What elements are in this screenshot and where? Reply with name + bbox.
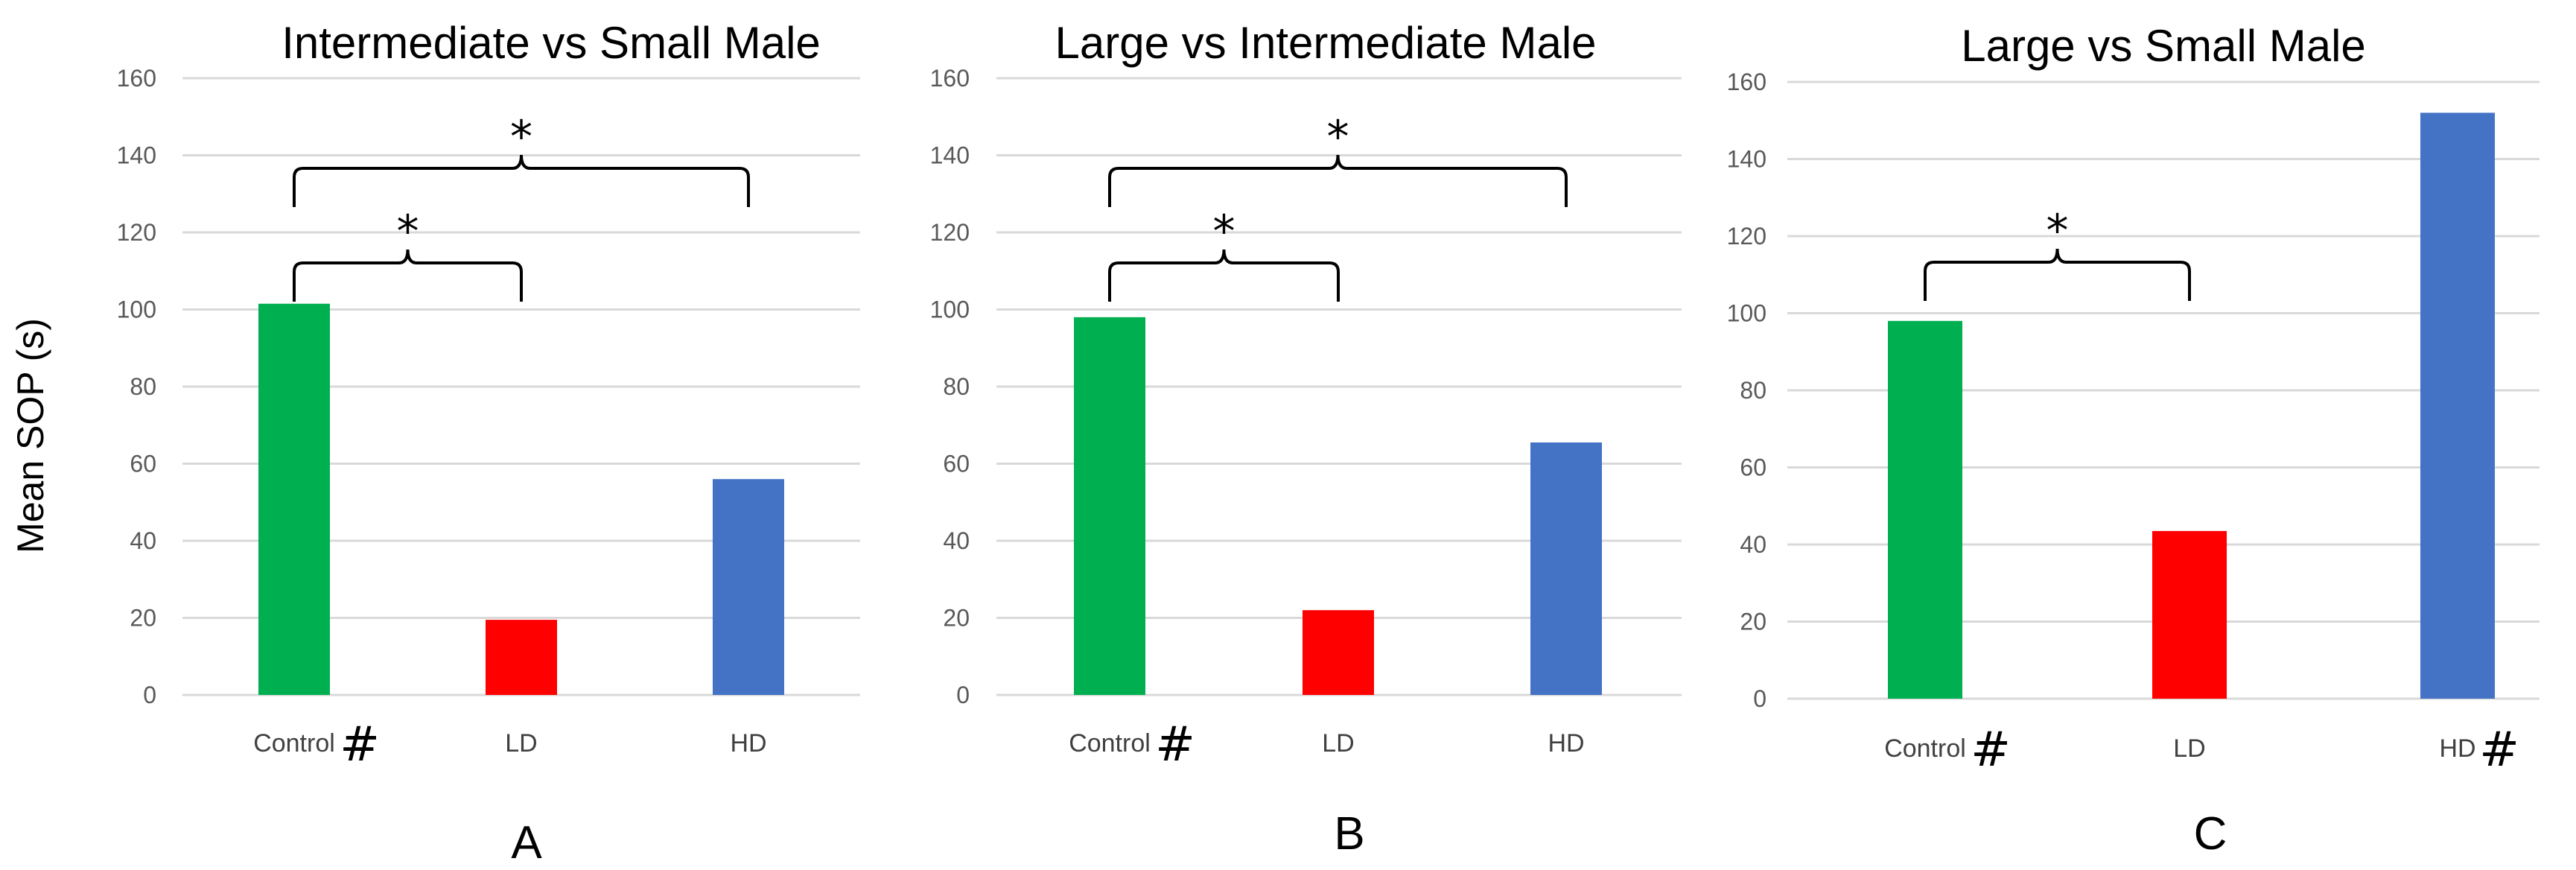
bar-hd — [1530, 442, 1602, 695]
y-tick-label: 100 — [117, 296, 156, 323]
x-tick-label-ld: LD — [505, 729, 537, 758]
y-tick-label: 120 — [1727, 223, 1766, 250]
y-tick-label: 0 — [956, 682, 970, 708]
y-tick-label: 120 — [930, 219, 970, 246]
significance-bracket — [1108, 154, 1568, 207]
y-tick-label: 40 — [943, 527, 970, 554]
significance-bracket — [1924, 248, 2191, 301]
y-tick-label: 20 — [1740, 609, 1766, 635]
y-tick-label: 100 — [930, 296, 970, 323]
significance-star: * — [2047, 205, 2069, 257]
chart-panel-a: 0 20 40 60 80 100 120 140 160 Control # LD HD Interme… — [117, 18, 860, 869]
significance-star: * — [510, 111, 532, 163]
chart-title: Large vs Small Male — [1961, 21, 2366, 71]
bar-ld — [2152, 530, 2227, 699]
x-tick-label-control: Control — [1069, 729, 1151, 758]
category-marker-hash: # — [1971, 723, 2011, 778]
y-tick-label: 40 — [1740, 531, 1766, 558]
bar-hd — [713, 479, 784, 695]
chart-panel-b: 0 20 40 60 80 100 120 140 160 Control # LD HD Large v… — [930, 18, 1682, 860]
x-tick-label-ld: LD — [1322, 729, 1354, 758]
y-tick-label: 140 — [1727, 146, 1766, 173]
y-tick-label: 80 — [943, 373, 970, 400]
y-tick-label: 60 — [1740, 454, 1766, 481]
x-tick-label-ld: LD — [2173, 734, 2205, 763]
y-tick-label: 160 — [117, 65, 156, 92]
significance-bracket — [293, 154, 750, 207]
bar-ld — [1303, 610, 1374, 695]
category-marker-hash: # — [340, 717, 380, 772]
y-tick-label: 0 — [1753, 685, 1766, 712]
category-marker-hash: # — [1155, 717, 1195, 772]
x-tick-label-hd: HD — [1548, 729, 1584, 758]
y-axis-label: Mean SOP (s) — [10, 318, 51, 553]
y-tick-label: 140 — [117, 142, 156, 169]
y-tick-label: 80 — [130, 373, 156, 400]
significance-bracket — [293, 249, 523, 302]
significance-star: * — [1327, 111, 1349, 163]
bar-control — [1888, 320, 1962, 699]
y-tick-label: 60 — [943, 451, 970, 477]
x-tick-label-hd: HD — [730, 729, 766, 758]
x-tick-label-control: Control — [253, 729, 335, 758]
bar-control — [258, 303, 330, 695]
significance-bracket — [1108, 249, 1340, 302]
y-tick-label: 120 — [117, 219, 156, 246]
chart-title: Intermediate vs Small Male — [282, 18, 821, 68]
y-tick-label: 100 — [1727, 300, 1766, 327]
y-tick-label: 20 — [943, 605, 970, 632]
x-tick-label-hd: HD — [2439, 734, 2475, 763]
y-tick-label: 140 — [930, 142, 970, 169]
panel-letter: C — [2194, 808, 2227, 860]
bar-ld — [486, 620, 557, 695]
y-tick-label: 40 — [130, 527, 156, 554]
y-tick-label: 80 — [1740, 377, 1766, 404]
y-tick-label: 160 — [1727, 69, 1766, 95]
chart-title: Large vs Intermediate Male — [1055, 18, 1596, 68]
bar-hd — [2420, 112, 2495, 699]
y-tick-label: 60 — [130, 451, 156, 477]
y-tick-label: 160 — [930, 65, 970, 92]
y-tick-label: 20 — [130, 605, 156, 632]
panel-letter: B — [1334, 808, 1364, 860]
panel-letter: A — [511, 817, 542, 869]
category-marker-hash: # — [2479, 723, 2519, 778]
x-tick-label-control: Control — [1884, 734, 1966, 763]
significance-star: * — [1213, 206, 1235, 258]
significance-star: * — [397, 206, 419, 258]
y-tick-label: 0 — [143, 682, 156, 708]
bar-control — [1074, 317, 1145, 695]
